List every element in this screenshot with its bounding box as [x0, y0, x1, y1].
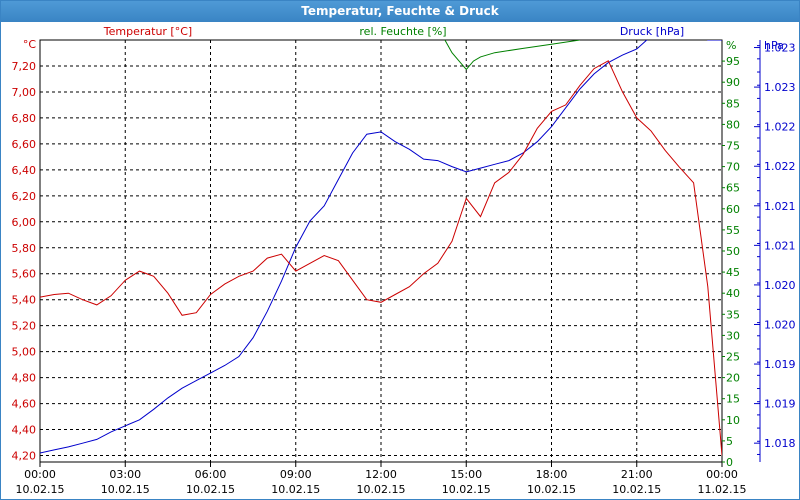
- humidity-tick-label: 55: [726, 224, 740, 237]
- grid: [40, 40, 722, 462]
- x-tick-label-date: 11.02.15: [698, 483, 747, 496]
- temperature-unit: °C: [23, 38, 37, 51]
- temperature-tick-label: 7,20: [12, 60, 37, 73]
- humidity-tick-label: 60: [726, 203, 740, 216]
- pressure-unit: hPa: [764, 39, 784, 52]
- pressure-tick-label: 1.023: [764, 81, 796, 94]
- humidity-tick-label: 15: [726, 393, 740, 406]
- humidity-tick-label: 30: [726, 329, 740, 342]
- humidity-tick-label: 90: [726, 76, 740, 89]
- x-tick-label-time: 18:00: [536, 468, 568, 481]
- pressure-tick-label: 1.022: [764, 121, 796, 134]
- temperature-tick-label: 5,00: [12, 346, 37, 359]
- pressure-tick-label: 1.020: [764, 318, 796, 331]
- x-tick-label-time: 03:00: [109, 468, 141, 481]
- temperature-tick-label: 4,60: [12, 398, 37, 411]
- temperature-tick-label: 5,60: [12, 268, 37, 281]
- temperature-tick-label: 5,40: [12, 294, 37, 307]
- humidity-tick-label: 0: [726, 456, 733, 469]
- legend-pressure: Druck [hPa]: [620, 25, 684, 38]
- legend-layer: Temperatur [°C] rel. Feuchte [%] Druck [hP…: [103, 25, 684, 38]
- humidity-tick-label: 40: [726, 287, 740, 300]
- x-tick-label-date: 10.02.15: [612, 483, 661, 496]
- pressure-tick-label: 1.021: [764, 200, 796, 213]
- pressure-tick-label: 1.019: [764, 398, 796, 411]
- pressure-tick-label: 1.021: [764, 239, 796, 252]
- series-humidity-line: [444, 40, 580, 71]
- humidity-tick-label: 10: [726, 414, 740, 427]
- x-tick-label-date: 10.02.15: [101, 483, 150, 496]
- window-title: Temperatur, Feuchte & Druck: [1, 1, 799, 22]
- series-layer: [40, 40, 722, 456]
- x-tick-label-date: 10.02.15: [527, 483, 576, 496]
- series-pressure-line: [40, 40, 722, 454]
- x-tick-label-time: 15:00: [450, 468, 482, 481]
- x-tick-label-time: 21:00: [621, 468, 653, 481]
- x-tick-label-time: 06:00: [195, 468, 227, 481]
- humidity-tick-label: 85: [726, 97, 740, 110]
- x-tick-label-date: 10.02.15: [16, 483, 65, 496]
- x-tick-label-time: 12:00: [365, 468, 397, 481]
- humidity-tick-label: 5: [726, 435, 733, 448]
- temperature-tick-label: 5,20: [12, 320, 37, 333]
- temperature-tick-label: 4,20: [12, 450, 37, 463]
- pressure-tick-label: 1.018: [764, 437, 796, 450]
- temperature-tick-label: 7,00: [12, 86, 37, 99]
- x-tick-label-date: 10.02.15: [442, 483, 491, 496]
- humidity-tick-label: 70: [726, 161, 740, 174]
- legend-temperature: Temperatur [°C]: [103, 25, 192, 38]
- humidity-unit: %: [726, 39, 736, 52]
- temperature-tick-label: 4,40: [12, 424, 37, 437]
- legend-humidity: rel. Feuchte [%]: [359, 25, 446, 38]
- x-tick-label-date: 10.02.15: [186, 483, 235, 496]
- humidity-tick-label: 80: [726, 118, 740, 131]
- humidity-tick-label: 25: [726, 351, 740, 364]
- temperature-tick-label: 5,80: [12, 242, 37, 255]
- pressure-tick-label: 1.022: [764, 160, 796, 173]
- temperature-tick-label: 6,40: [12, 164, 37, 177]
- pressure-tick-label: 1.019: [764, 358, 796, 371]
- x-tick-label-time: 00:00: [24, 468, 56, 481]
- humidity-tick-label: 95: [726, 55, 740, 68]
- humidity-tick-label: 65: [726, 182, 740, 195]
- temperature-tick-label: 6,80: [12, 112, 37, 125]
- temperature-tick-label: 6,00: [12, 216, 37, 229]
- pressure-tick-label: 1.023: [764, 42, 796, 55]
- series-temperature-line: [40, 60, 722, 456]
- pressure-tick-label: 1.020: [764, 279, 796, 292]
- axes-layer: 00:00 10.02.15 03:00 10.02.15 06:00 10.02.15 0…: [12, 38, 796, 496]
- temperature-tick-label: 4,80: [12, 372, 37, 385]
- humidity-tick-label: 20: [726, 372, 740, 385]
- humidity-tick-label: 50: [726, 245, 740, 258]
- humidity-tick-label: 45: [726, 266, 740, 279]
- x-tick-label-date: 10.02.15: [357, 483, 406, 496]
- temperature-tick-label: 6,20: [12, 190, 37, 203]
- x-tick-label-date: 10.02.15: [271, 483, 320, 496]
- x-tick-label-time: 09:00: [280, 468, 312, 481]
- humidity-tick-label: 75: [726, 140, 740, 153]
- temperature-tick-label: 6,60: [12, 138, 37, 151]
- humidity-tick-label: 35: [726, 308, 740, 321]
- x-tick-label-time: 00:00: [706, 468, 738, 481]
